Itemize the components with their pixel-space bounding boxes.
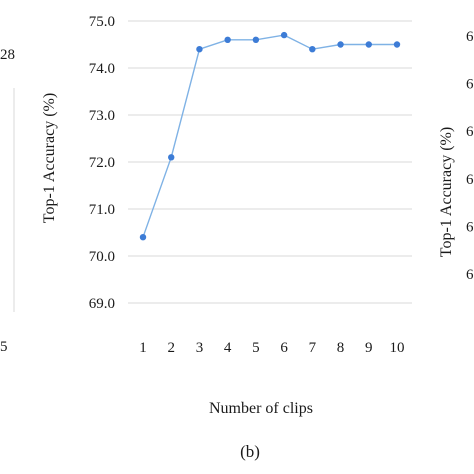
right-fragment-y-axis-title: Top-1 Accuracy (%) <box>438 127 455 257</box>
data-point <box>168 154 175 161</box>
y-tick-label: 72.0 <box>89 155 115 171</box>
data-point <box>252 36 260 43</box>
x-tick-label: 5 <box>252 340 260 356</box>
left-fragment: 28 5 <box>0 47 15 355</box>
series-line <box>142 34 397 238</box>
right-fragment-tick-label: 6 <box>466 77 474 93</box>
gridlines <box>128 20 412 304</box>
left-fragment-tick-bottom: 5 <box>0 339 8 355</box>
data-point <box>309 46 316 53</box>
right-fragment: Top-1 Accuracy (%) 6 6 6 6 6 6 <box>438 29 474 283</box>
right-fragment-tick-label: 6 <box>466 172 474 188</box>
x-tick-label: 6 <box>280 340 288 356</box>
y-tick-label: 73.0 <box>89 108 115 124</box>
data-point <box>224 36 231 43</box>
data-point <box>365 41 372 48</box>
data-point <box>196 46 203 53</box>
right-fragment-tick-label: 6 <box>466 29 474 45</box>
right-fragment-tick-label: 6 <box>466 219 474 235</box>
x-tick-label: 10 <box>390 340 405 356</box>
y-tick-label: 74.0 <box>89 61 115 77</box>
figure-caption: (b) <box>240 442 260 461</box>
y-tick-label: 71.0 <box>89 202 115 218</box>
left-fragment-tick-top: 28 <box>0 47 15 63</box>
series <box>139 31 401 241</box>
x-tick-label: 8 <box>337 340 345 356</box>
x-tick-label: 9 <box>365 340 373 356</box>
x-axis-ticks: 1 2 3 4 5 6 7 8 9 10 <box>139 340 404 356</box>
y-tick-label: 70.0 <box>89 249 115 265</box>
x-tick-label: 2 <box>167 340 175 356</box>
x-tick-label: 4 <box>224 340 232 356</box>
data-point <box>139 234 147 241</box>
x-tick-label: 3 <box>196 340 204 356</box>
x-tick-label: 7 <box>309 340 317 356</box>
right-fragment-tick-label: 6 <box>466 267 474 283</box>
y-tick-label: 69.0 <box>89 296 115 312</box>
data-point <box>337 41 344 48</box>
y-axis-title: Top-1 Accuracy (%) <box>41 93 58 223</box>
y-tick-label: 75.0 <box>89 14 115 30</box>
x-axis-title: Number of clips <box>209 400 313 417</box>
data-point <box>280 31 288 39</box>
data-point <box>393 41 401 48</box>
y-axis-ticks: 69.0 70.0 71.0 72.0 73.0 74.0 75.0 <box>89 14 115 312</box>
x-tick-label: 1 <box>139 340 147 356</box>
right-fragment-tick-label: 6 <box>466 124 474 140</box>
